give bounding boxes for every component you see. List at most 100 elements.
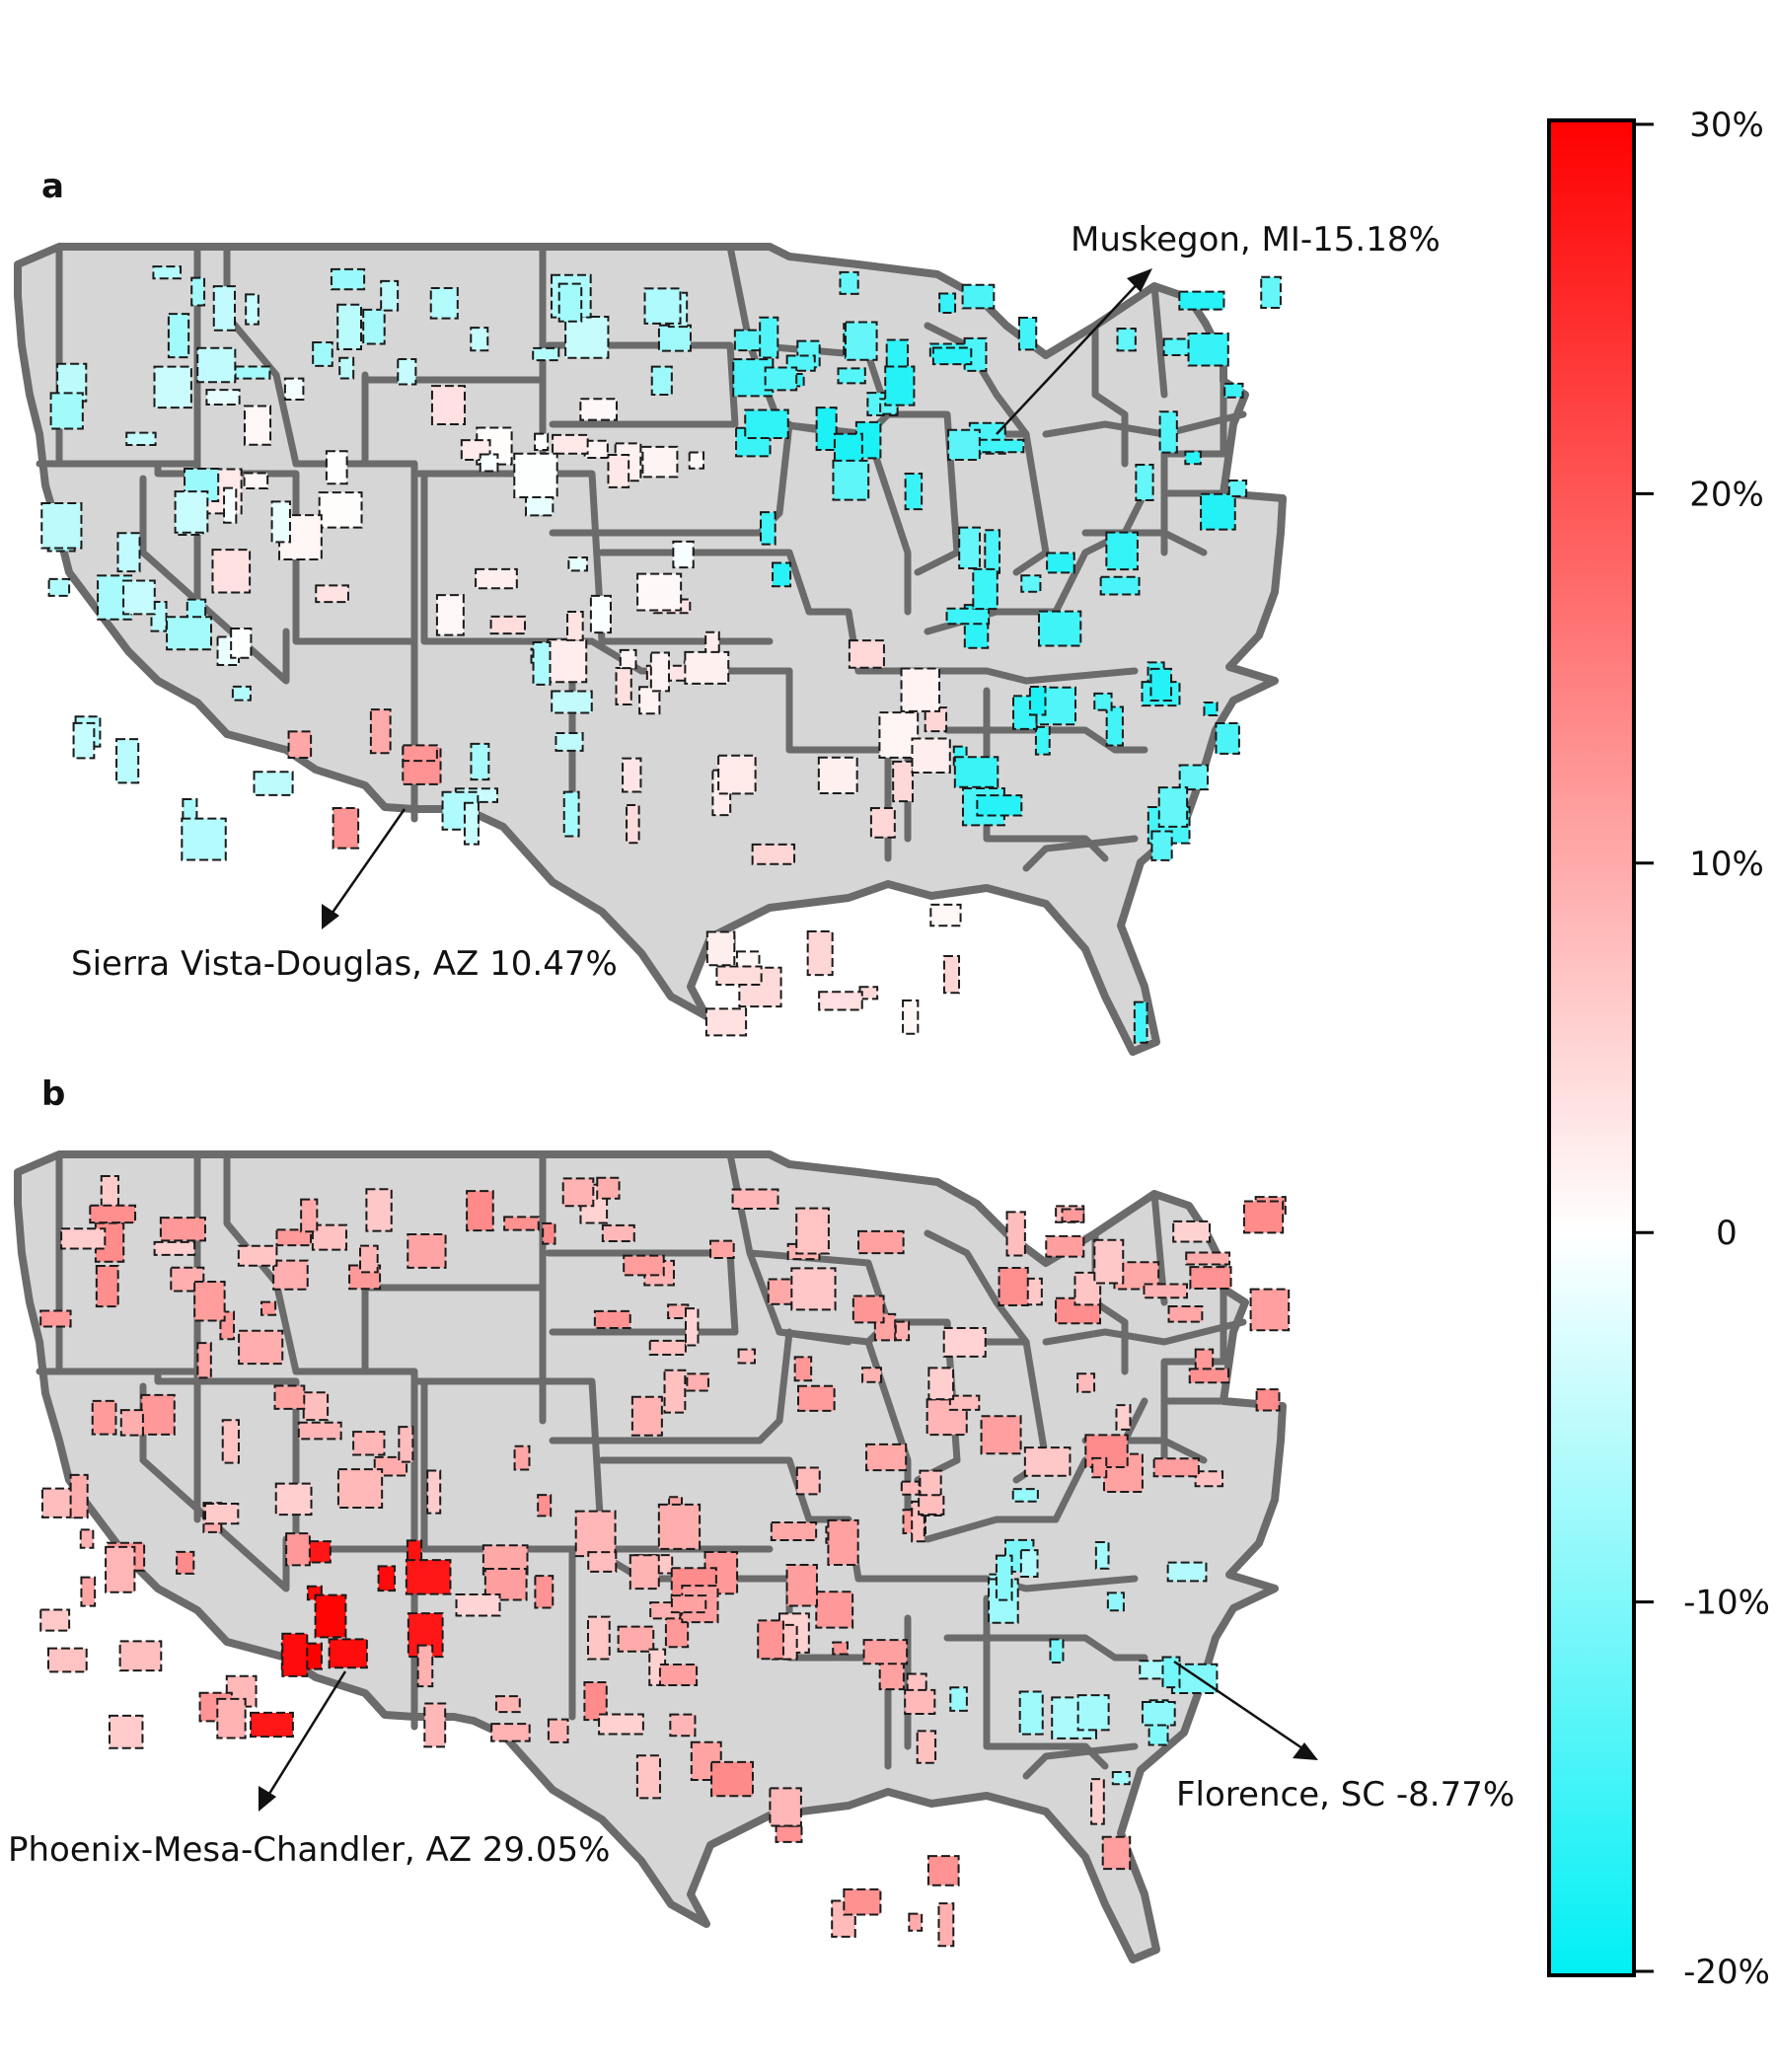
metro-area [281, 1632, 309, 1677]
metro-area [336, 1468, 384, 1510]
metro-area [537, 1494, 553, 1517]
metro-area [315, 584, 349, 604]
metro-area [638, 686, 661, 715]
metro-area [1172, 1220, 1212, 1243]
metro-area [984, 529, 1001, 574]
metro-area [796, 1384, 836, 1412]
metro-area [793, 1356, 813, 1382]
metro-area [1255, 1388, 1281, 1412]
colorbar-tick-label: 10% [1689, 845, 1764, 884]
florence-label: Florence, SC -8.77% [1176, 1775, 1515, 1814]
metro-area [815, 1591, 854, 1629]
metro-area [1045, 1234, 1085, 1258]
metro-area [1184, 450, 1202, 466]
metro-area [688, 451, 704, 470]
panel-a-label: a [41, 167, 64, 206]
metro-area [1034, 725, 1051, 756]
metro-area [405, 1559, 452, 1595]
metro-area [737, 1348, 756, 1365]
metro-area [1093, 1238, 1125, 1285]
metro-area [125, 431, 157, 446]
metro-area [949, 1686, 968, 1712]
metro-area [181, 817, 227, 861]
metro-area [140, 1393, 176, 1436]
metro-area [1019, 1549, 1039, 1579]
metro-area [641, 445, 679, 479]
metro-area [837, 367, 866, 385]
metro-area [118, 1640, 163, 1672]
metro-area [926, 1855, 960, 1887]
metro-area [567, 556, 588, 572]
metro-area [1011, 1488, 1039, 1503]
metro-area [607, 454, 630, 488]
metro-area [314, 1593, 347, 1639]
metro-area [166, 616, 212, 651]
metro-area [1166, 1561, 1208, 1583]
metro-area [159, 1217, 206, 1242]
metro-area [894, 1320, 911, 1342]
metro-area [1141, 1700, 1176, 1727]
colorbar-tick-label: -10% [1683, 1584, 1770, 1623]
metro-area [325, 450, 348, 485]
metro-area [1105, 531, 1139, 571]
metro-area [839, 270, 859, 295]
metro-area [330, 267, 366, 291]
metro-area [832, 1641, 849, 1656]
metro-area [976, 794, 1023, 817]
metro-area [167, 313, 190, 359]
metro-area [961, 283, 996, 310]
florence-arrowhead [1293, 1742, 1318, 1760]
metro-area [513, 1444, 531, 1471]
metro-area [995, 1554, 1013, 1601]
metro-area [270, 500, 291, 544]
metro-area [927, 1367, 955, 1401]
metro-area [772, 561, 792, 588]
metro-area [1133, 1000, 1148, 1044]
metro-area [1150, 830, 1173, 861]
metro-area [153, 365, 192, 409]
metro-area [562, 790, 580, 838]
metro-area [1049, 1638, 1065, 1665]
metro-area [1076, 1694, 1110, 1732]
metro-area [815, 407, 838, 452]
metro-area [862, 1639, 909, 1665]
metro-area [769, 1787, 802, 1827]
metro-area [904, 473, 924, 511]
metro-area [1099, 575, 1141, 596]
metro-area [328, 1638, 368, 1669]
metro-area [46, 1647, 88, 1673]
metro-area [300, 1198, 319, 1233]
metro-area [704, 1007, 748, 1037]
metro-area [636, 572, 683, 612]
metro-area [365, 1188, 393, 1232]
metro-area [190, 276, 206, 307]
metro-area [953, 756, 999, 788]
metro-area [1017, 316, 1038, 351]
metro-area [1046, 552, 1075, 574]
metro-area [972, 567, 999, 611]
panel-a-map: a Muskegon, MI-15.18% Sierra Vista-Dougl… [18, 167, 1441, 1052]
metro-area [908, 1912, 924, 1932]
metro-area [1106, 1591, 1125, 1612]
metro-area [380, 279, 400, 312]
muskegon-arrow-line [996, 275, 1146, 435]
metro-area [790, 1267, 837, 1311]
colorbar-tick-label: -20% [1683, 1953, 1770, 1992]
muskegon-label: Muskegon, MI-15.18% [1071, 220, 1441, 259]
metro-area [1194, 1470, 1224, 1488]
metro-area [534, 432, 550, 451]
metro-area [297, 1421, 342, 1441]
metro-area [658, 1664, 699, 1687]
metro-area [958, 526, 981, 569]
metro-area [238, 1329, 284, 1366]
metro-area [1161, 1656, 1181, 1689]
metro-area [684, 1307, 700, 1347]
metro-area [39, 1608, 71, 1632]
metro-area [1152, 1457, 1200, 1478]
metro-area [283, 377, 305, 402]
metro-area [285, 1532, 311, 1567]
metro-area [617, 1625, 655, 1653]
metro-area [100, 1175, 119, 1215]
metro-area [287, 730, 313, 760]
metro-area [1223, 382, 1244, 399]
